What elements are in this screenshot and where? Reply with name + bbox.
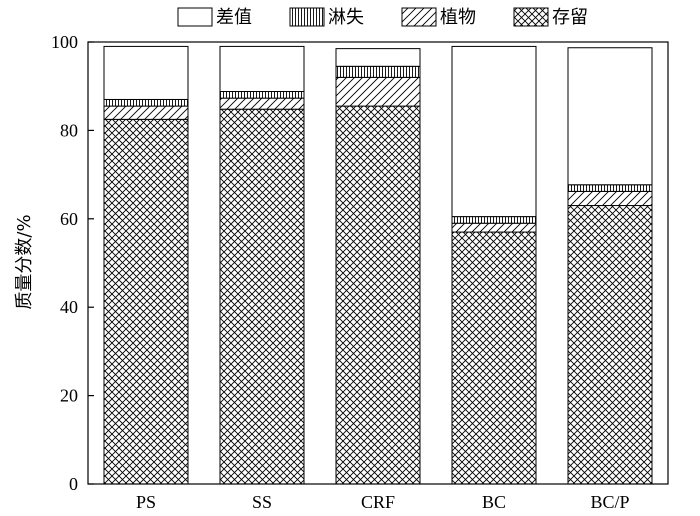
bars <box>103 45 653 485</box>
bar-segment-ss-series-2 <box>219 91 305 99</box>
x-tick-label: CRF <box>361 492 395 512</box>
legend-item: 淋失 <box>289 7 364 28</box>
legend: 差值 淋失 植物 存留 <box>177 7 588 28</box>
legend-label: 植物 <box>440 7 476 28</box>
bar-bc <box>451 45 537 485</box>
bar-segment-bc-p-series-2 <box>567 184 653 192</box>
bar-segment-crf-series-1 <box>335 76 421 107</box>
legend-item: 植物 <box>401 7 476 28</box>
bar-segment-ps-series-3 <box>103 45 189 100</box>
bar-segment-ps-series-1 <box>103 105 189 120</box>
bar-segment-bc-p-series-0 <box>567 205 653 485</box>
legend-label: 存留 <box>552 7 588 28</box>
legend-swatch <box>401 7 437 27</box>
x-tick-label: BC <box>482 492 506 512</box>
legend-item: 存留 <box>513 7 588 28</box>
bar-ps <box>103 45 189 485</box>
y-tick-label: 0 <box>69 474 78 494</box>
y-tick-label: 60 <box>60 209 78 229</box>
bar-bc-p <box>567 47 653 485</box>
y-axis-label: 质量分数/% <box>14 214 35 309</box>
legend-swatch <box>513 7 549 27</box>
bar-segment-bc-p-series-3 <box>567 47 653 186</box>
legend-item: 差值 <box>177 7 252 28</box>
y-tick-label: 40 <box>60 297 78 317</box>
y-axis: 0 20 40 60 80 100 <box>51 32 94 494</box>
bar-segment-ps-series-2 <box>103 98 189 107</box>
bar-segment-crf-series-2 <box>335 65 421 78</box>
x-tick-label: BC/P <box>590 492 629 512</box>
legend-label: 差值 <box>216 7 252 28</box>
bar-segment-ss-series-0 <box>219 108 305 485</box>
x-tick-label: PS <box>136 492 156 512</box>
legend-swatch <box>289 7 325 27</box>
legend-label: 淋失 <box>328 7 364 28</box>
bar-crf <box>335 48 421 485</box>
y-tick-label: 80 <box>60 120 78 140</box>
bar-segment-crf-series-3 <box>335 48 421 67</box>
bar-segment-bc-series-3 <box>451 45 537 218</box>
bar-segment-bc-series-0 <box>451 231 537 485</box>
bar-segment-ss-series-3 <box>219 45 305 93</box>
bar-segment-ss-series-1 <box>219 97 305 110</box>
bar-segment-bc-series-1 <box>451 222 537 233</box>
bar-segment-bc-series-2 <box>451 216 537 224</box>
x-tick-label: SS <box>252 492 272 512</box>
legend-swatch <box>177 7 213 27</box>
bar-segment-ps-series-0 <box>103 118 189 485</box>
x-axis: PS SS CRF BC BC/P <box>136 492 630 512</box>
bar-ss <box>219 45 305 485</box>
y-tick-label: 100 <box>51 32 78 52</box>
plot-area-frame <box>87 41 669 485</box>
bar-segment-bc-p-series-1 <box>567 190 653 207</box>
y-tick-label: 20 <box>60 386 78 406</box>
bar-segment-crf-series-0 <box>335 105 421 485</box>
